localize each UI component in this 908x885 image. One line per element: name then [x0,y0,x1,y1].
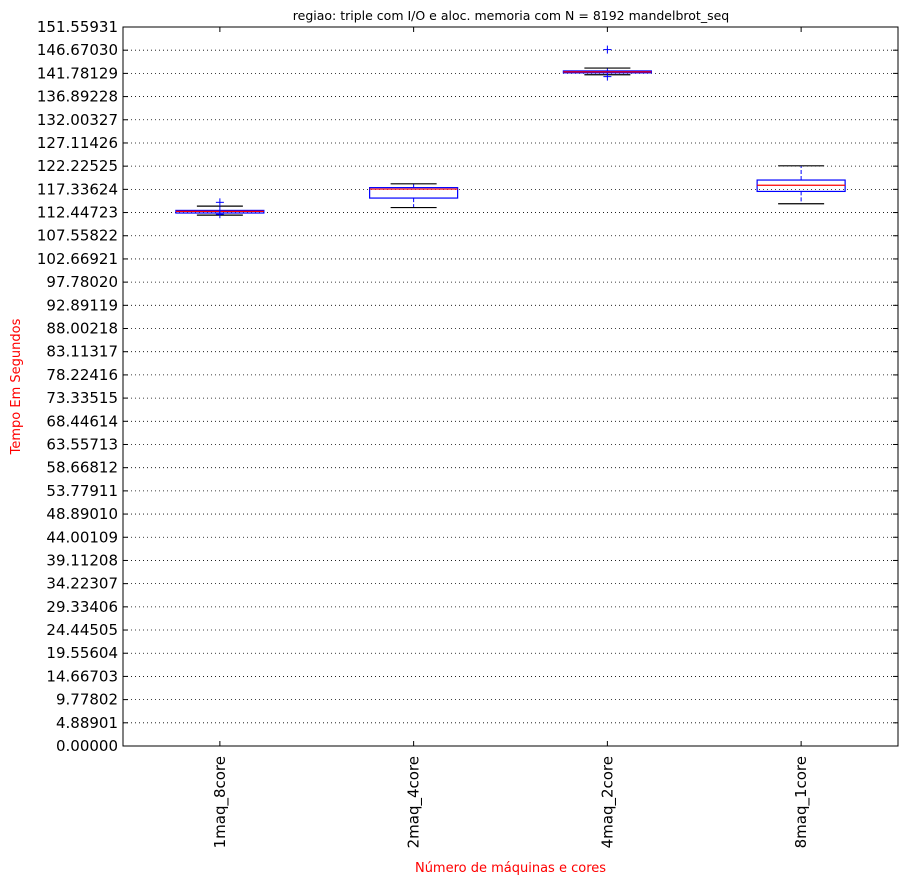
y-tick-label: 112.44723 [37,204,118,222]
box-2maq_4core [369,183,459,209]
plot-area-frame [122,26,899,747]
y-tick-label: 48.89010 [46,505,118,523]
y-tick-label: 44.00109 [46,528,118,546]
y-tick-label: 92.89119 [46,296,118,314]
box-4maq_2core [562,45,652,81]
y-tick-label: 24.44505 [46,621,118,639]
y-tick-label: 102.66921 [37,250,118,268]
y-tick-label: 88.00218 [46,320,118,338]
y-tick-label: 58.66812 [46,459,118,477]
grid-lines [123,49,898,724]
y-axis-label: Tempo Em Segundos [9,318,24,455]
y-tick-label: 53.77911 [46,482,118,500]
y-tick-label: 117.33624 [37,180,118,198]
y-tick-label: 136.89228 [37,88,118,106]
y-tick-label: 9.77802 [56,691,118,709]
y-tick-label: 107.55822 [37,227,118,245]
y-tick-label: 14.66703 [46,667,118,685]
y-tick-label: 146.67030 [37,41,118,59]
x-tick-label: 2maq_4core [405,756,424,848]
box-8maq_1core [756,165,846,205]
x-axis-label: Número de máquinas e cores [415,861,606,876]
y-tick-label: 39.11208 [46,551,118,569]
y-tick-label: 63.55713 [46,435,118,453]
x-tick-label: 8maq_1core [792,756,811,848]
box-1maq_8core [175,198,265,219]
y-tick-label: 122.22525 [37,157,118,175]
y-tick-label: 68.44614 [46,412,118,430]
box-iqr [369,187,459,199]
chart-title: regiao: triple com I/O e aloc. memoria c… [293,8,729,23]
y-tick-label: 4.88901 [56,714,118,732]
y-tick-label: 83.11317 [46,343,118,361]
y-tick-label: 0.00000 [56,737,118,755]
y-tick-label: 73.33515 [46,389,118,407]
y-tick-label: 29.33406 [46,598,118,616]
x-tick-label: 4maq_2core [598,756,617,848]
y-axis-ticks: 0.00000 4.88901 9.77802 14.66703 19.55604 24.… [37,18,898,755]
y-tick-label: 141.78129 [37,64,118,82]
y-tick-label: 127.11426 [37,134,118,152]
y-tick-label: 78.22416 [46,366,118,384]
boxes [175,45,846,219]
y-tick-label: 34.22307 [46,575,118,593]
y-tick-label: 132.00327 [37,111,118,129]
y-tick-label: 151.55931 [37,18,118,36]
y-tick-label: 19.55604 [46,644,118,662]
y-tick-label: 97.78020 [46,273,118,291]
x-axis-ticks: 1maq_8core 2maq_4core 4maq_2core 8maq_1core [211,27,811,848]
x-tick-label: 1maq_8core [211,756,230,848]
